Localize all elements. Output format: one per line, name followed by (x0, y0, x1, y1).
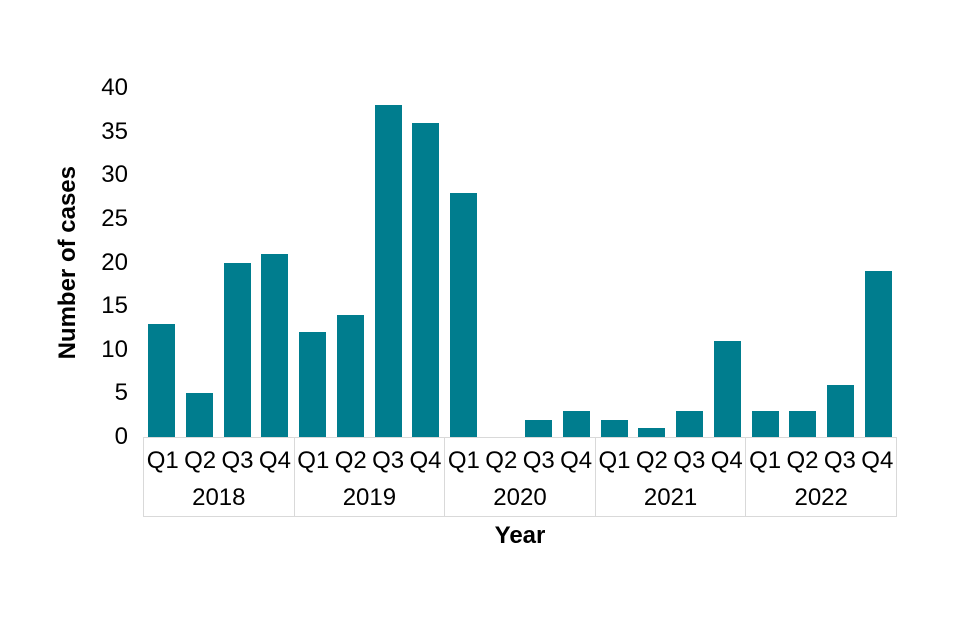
quarter-label-2021-Q2: Q2 (635, 446, 668, 474)
bar-2022-Q3 (827, 384, 854, 437)
year-label-2019: 2019 (342, 484, 397, 511)
year-group-2020: Q1 Q2 Q3 Q4 2020 (444, 438, 595, 516)
quarter-label-2020-Q2: Q2 (485, 446, 518, 474)
bar-slot-2022-Q1 (746, 88, 784, 437)
bar-2018-Q1 (148, 323, 176, 437)
quarter-label-2019-Q3: Q3 (372, 446, 405, 474)
quarter-label-2019-Q4: Q4 (409, 446, 442, 474)
quarter-label-2018-Q4: Q4 (258, 446, 291, 474)
year-label-2021: 2021 (643, 484, 698, 511)
bar-slot-2018-Q1 (143, 88, 181, 437)
bar-2019-Q4 (412, 122, 440, 437)
bar-2018-Q3 (223, 262, 251, 437)
bar-2021-Q1 (600, 419, 628, 437)
bar-slot-2019-Q2 (332, 88, 370, 437)
bar-slot-2019-Q4 (407, 88, 445, 437)
quarter-label-2018-Q3: Q3 (221, 446, 254, 474)
y-tick-label-0: 0 (114, 423, 128, 450)
year-label-2022: 2022 (794, 484, 848, 511)
year-label-2018: 2018 (192, 484, 246, 511)
x-axis-category-box: Q1 Q2 Q3 Q4 2018 Q1 Q2 Q3 Q4 2019 Q1 Q2 Q3 Q4 2020 Q1 Q2… (143, 437, 897, 517)
bar-slot-2020-Q2 (482, 88, 520, 437)
year-group-2019: Q1 Q2 Q3 Q4 2019 (293, 438, 445, 516)
quarter-label-2022-Q1: Q1 (749, 446, 782, 474)
y-tick-label-10: 10 (101, 335, 128, 363)
bar-2021-Q3 (676, 410, 704, 437)
bar-2019-Q1 (299, 332, 327, 437)
quarter-label-row: Q1 Q2 Q3 Q4 (445, 438, 595, 483)
bar-slot-2019-Q3 (369, 88, 407, 437)
quarter-label-2020-Q3: Q3 (522, 446, 555, 474)
quarter-label-2018-Q1: Q1 (146, 446, 179, 474)
bar-2021-Q2 (638, 428, 666, 437)
bar-slot-2021-Q4 (709, 88, 747, 437)
bar-2021-Q4 (713, 341, 741, 437)
y-tick-label-40: 40 (101, 74, 128, 101)
quarter-label-row: Q1 Q2 Q3 Q4 (144, 438, 294, 483)
year-group-2018: Q1 Q2 Q3 Q4 2018 (144, 438, 294, 516)
bar-2019-Q3 (374, 105, 402, 437)
quarter-label-2022-Q4: Q4 (861, 446, 894, 474)
year-group-2021: Q1 Q2 Q3 Q4 2021 (594, 438, 746, 516)
quarter-label-2018-Q2: Q2 (184, 446, 217, 474)
quarter-label-2022-Q2: Q2 (786, 446, 819, 474)
y-tick-label-5: 5 (114, 379, 128, 407)
quarter-label-2021-Q4: Q4 (710, 446, 743, 474)
y-tick-label-25: 25 (101, 204, 128, 232)
bar-slot-2022-Q3 (822, 88, 860, 437)
quarter-label-2021-Q1: Q1 (598, 446, 631, 474)
x-axis-title: Year (494, 522, 546, 549)
quarter-label-2019-Q2: Q2 (334, 446, 367, 474)
bar-2022-Q2 (789, 410, 817, 437)
bar-slot-2019-Q1 (294, 88, 332, 437)
quarter-label-row: Q1 Q2 Q3 Q4 (746, 438, 896, 483)
y-tick-label-30: 30 (101, 161, 128, 189)
bar-slot-2021-Q2 (633, 88, 671, 437)
quarter-label-2020-Q1: Q1 (447, 446, 480, 474)
y-tick-label-35: 35 (101, 117, 128, 145)
bar-2018-Q4 (261, 253, 289, 437)
bar-2020-Q3 (525, 419, 553, 437)
quarter-label-row: Q1 Q2 Q3 Q4 (596, 438, 746, 483)
bar-slot-2018-Q3 (218, 88, 256, 437)
bar-slot-2018-Q2 (181, 88, 219, 437)
bar-slot-2021-Q3 (671, 88, 709, 437)
y-axis-tick-labels: 0 5 10 15 20 25 30 35 40 (0, 74, 128, 450)
bar-slot-2022-Q2 (784, 88, 822, 437)
bar-slot-2020-Q3 (520, 88, 558, 437)
quarter-label-2022-Q3: Q3 (823, 446, 856, 474)
bar-slot-2021-Q1 (595, 88, 633, 437)
quarter-label-2019-Q1: Q1 (297, 446, 330, 474)
bar-slot-2020-Q1 (445, 88, 483, 437)
bar-slot-2022-Q4 (859, 88, 897, 437)
year-group-2022: Q1 Q2 Q3 Q4 2022 (745, 438, 896, 516)
bar-2022-Q4 (864, 271, 892, 437)
y-tick-label-20: 20 (101, 248, 128, 276)
bar-2020-Q4 (563, 410, 591, 437)
bar-2022-Q1 (751, 410, 779, 437)
bar-2020-Q1 (449, 192, 477, 437)
y-tick-label-15: 15 (101, 292, 128, 320)
quarter-label-2021-Q3: Q3 (673, 446, 706, 474)
quarter-label-2020-Q4: Q4 (560, 446, 593, 474)
bar-slot-2018-Q4 (256, 88, 294, 437)
plot-area (143, 88, 897, 437)
year-label-2020: 2020 (493, 484, 547, 511)
bar-2019-Q2 (336, 314, 364, 437)
quarter-label-row: Q1 Q2 Q3 Q4 (295, 438, 445, 483)
bar-2018-Q2 (186, 393, 214, 437)
bar-slot-2020-Q4 (558, 88, 596, 437)
